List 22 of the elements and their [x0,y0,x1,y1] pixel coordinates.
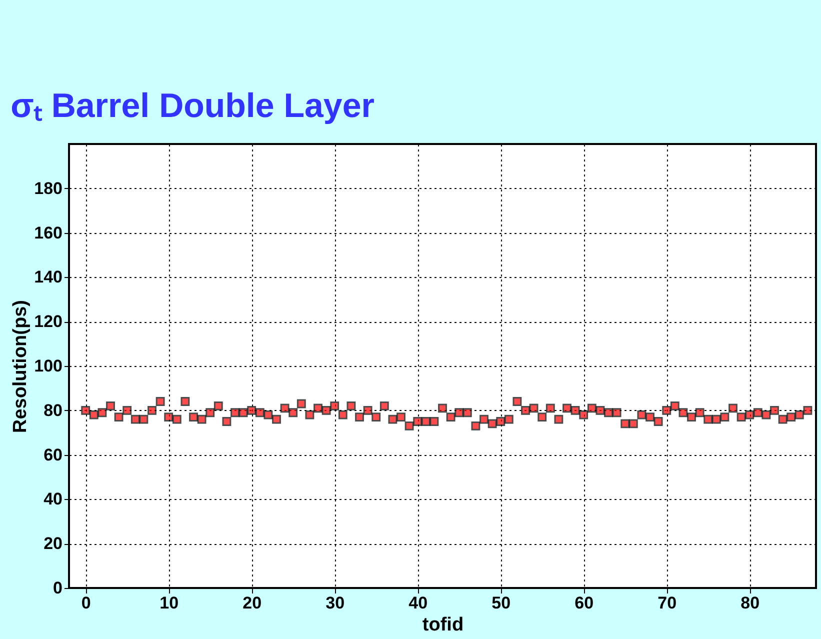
y-tick-label: 80 [44,400,62,420]
x-tick-label: 40 [408,594,428,612]
y-tick-label: 180 [34,178,62,198]
x-tick-label: 60 [574,594,594,612]
y-tick-label: 140 [34,268,62,287]
x-tick-label: 0 [81,594,91,612]
y-tick-label: 160 [34,223,62,242]
x-tick-label: 70 [658,594,677,612]
y-tick-label: 120 [34,312,62,332]
y-tick-label: 60 [44,445,62,464]
chart-title: σₜ Barrel Double Layer [10,87,374,125]
x-tick-label: 20 [242,594,262,612]
y-axis-title: Resolution(ps) [10,300,32,433]
x-tick-label: 80 [740,594,760,612]
x-tick-label: 30 [326,594,345,612]
x-tick-label: 10 [160,594,179,612]
y-tick-label: 40 [44,490,62,509]
y-tick-label: 100 [34,356,62,376]
x-axis-title: tofid [422,614,464,636]
y-tick-label: 0 [53,578,62,598]
x-tick-label: 50 [492,594,511,612]
y-tick-label: 20 [44,534,62,554]
